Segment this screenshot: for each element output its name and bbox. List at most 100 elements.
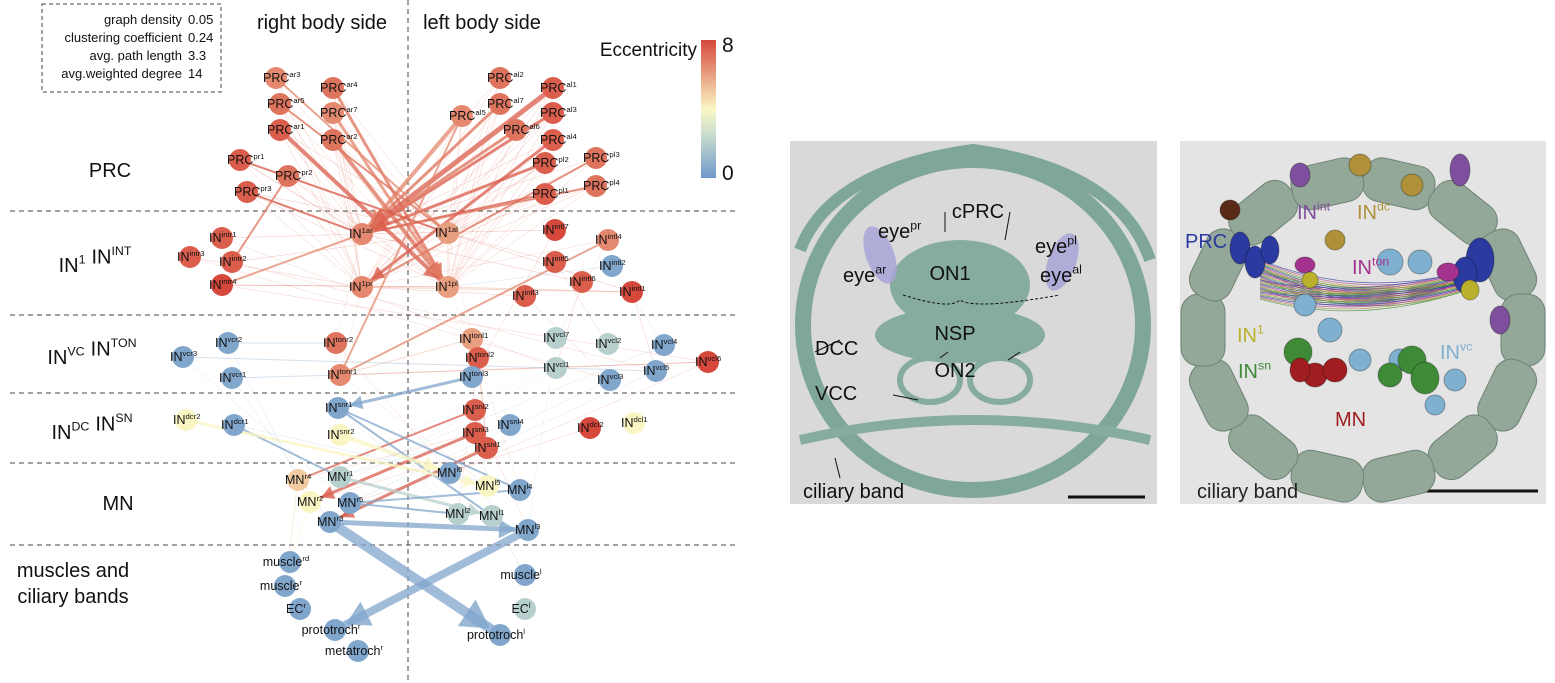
node-label: PRCar1 <box>267 122 305 137</box>
edge <box>329 519 529 533</box>
node-label-sup: 1al <box>448 225 459 234</box>
node-label-sup: dcr1 <box>234 417 249 426</box>
node <box>223 414 245 436</box>
cell-body <box>1348 153 1372 177</box>
edge <box>361 157 597 235</box>
node-label: INsnl4 <box>497 417 524 432</box>
edge <box>554 261 609 345</box>
edge <box>361 185 597 235</box>
node-label: INintr3 <box>177 249 205 264</box>
node-label-sup: l6 <box>456 465 462 474</box>
node-label-sup: snl4 <box>510 417 525 426</box>
node-label-base: IN <box>209 231 222 245</box>
edge <box>335 342 451 474</box>
neuropil <box>890 240 1030 330</box>
node-label: INintl4 <box>595 232 622 247</box>
node-label-base: IN <box>619 285 632 299</box>
node-label-sup: r2 <box>316 494 323 503</box>
node <box>329 364 351 386</box>
node-label-sup: ar3 <box>289 70 300 79</box>
panel-b-label: ciliary band <box>803 481 904 503</box>
node-label-base: MN <box>297 495 316 509</box>
panel-c-label-sup: sn <box>1258 359 1271 373</box>
node-label: muscler <box>260 578 303 593</box>
node-label-sup: dcr2 <box>186 412 201 421</box>
edge-arrow <box>498 519 517 539</box>
edge <box>447 103 501 234</box>
edge <box>447 129 517 234</box>
node-label-sup: snl3 <box>475 425 489 434</box>
row-label-base: MN <box>102 493 133 515</box>
edge <box>447 115 463 288</box>
row-label-base: IN <box>91 339 111 361</box>
panel-c-label: PRC <box>1185 231 1227 253</box>
axon <box>1259 287 1471 310</box>
node-label-base: IN <box>219 255 232 269</box>
edge <box>297 432 476 481</box>
node <box>534 183 556 205</box>
nodes: PRCar3PRCar4PRCar5PRCar7PRCar1PRCar2PRCp… <box>170 67 721 662</box>
node-label-base: IN <box>462 426 475 440</box>
node-label-sup: pl1 <box>558 186 568 195</box>
panel-c-label-base: IN <box>1357 202 1377 224</box>
edge-arrow <box>345 601 373 626</box>
nerve-cord <box>897 355 963 405</box>
node-label: musclerd <box>263 554 310 569</box>
edge <box>333 526 530 634</box>
node <box>172 346 194 368</box>
node-label-sup: l <box>523 627 525 636</box>
node-label: PRCal2 <box>487 70 524 85</box>
node <box>597 333 619 355</box>
node <box>514 598 536 620</box>
node <box>322 129 344 151</box>
node <box>351 276 373 298</box>
edge <box>233 424 521 491</box>
node-label-base: IN <box>219 371 232 385</box>
node-label: MNl6 <box>437 465 463 480</box>
node-label-base: muscle <box>260 579 300 593</box>
cell-body <box>1460 279 1480 301</box>
node-label-sup: tonr1 <box>340 367 358 376</box>
panel-c-label-base: IN <box>1440 342 1460 364</box>
edge <box>309 367 557 503</box>
edge <box>287 175 363 288</box>
edge <box>447 103 501 288</box>
node-label-base: EC <box>511 602 528 616</box>
edge <box>339 338 473 376</box>
node-label: MNl3 <box>515 522 541 537</box>
node-label-base: PRC <box>532 187 558 201</box>
node <box>339 492 361 514</box>
optic-nerve <box>902 294 1061 305</box>
edge <box>231 175 289 263</box>
edge <box>360 86 555 236</box>
cell-body <box>1317 317 1343 343</box>
node-label-sup: vcr3 <box>183 349 198 358</box>
node <box>325 332 347 354</box>
edge <box>447 139 554 234</box>
node-label-sup: al3 <box>566 105 576 114</box>
node-label-sup: vcl2 <box>608 336 622 345</box>
node-label-sup: intl4 <box>608 232 623 241</box>
node <box>175 409 197 431</box>
edge <box>279 103 449 234</box>
node-label: metatrochr <box>325 643 384 658</box>
node <box>221 367 243 389</box>
node-label-base: IN <box>462 403 475 417</box>
node-label: INdcl2 <box>577 420 604 435</box>
node-label-sup: l5 <box>494 478 500 487</box>
node <box>597 229 619 251</box>
node-label-sup: dcl2 <box>590 420 604 429</box>
edge <box>182 356 351 504</box>
edge <box>221 233 363 239</box>
node-label-base: IN <box>474 441 487 455</box>
node <box>514 285 536 307</box>
colorbar-tick-label: 0 <box>722 162 734 185</box>
cell-body <box>1229 231 1251 265</box>
node-label: PRCpl4 <box>583 178 620 193</box>
node-label-base: PRC <box>449 109 475 123</box>
node <box>229 149 251 171</box>
node-label-sup: al2 <box>513 70 523 79</box>
edge <box>246 191 449 234</box>
panel-b-label-base: eye <box>1040 265 1072 287</box>
node-label-base: IN <box>173 413 186 427</box>
